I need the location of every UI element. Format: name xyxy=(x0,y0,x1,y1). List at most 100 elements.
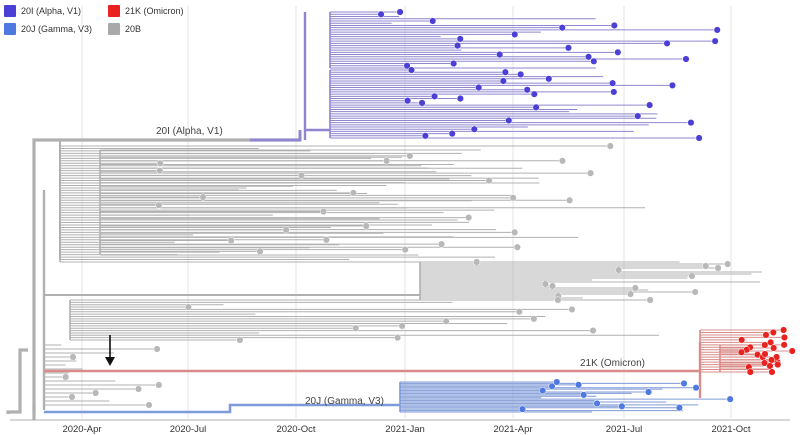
tip-node xyxy=(199,193,207,201)
tip-node xyxy=(606,142,614,150)
tip-node xyxy=(437,240,446,248)
tip-node xyxy=(511,228,519,236)
tip-node xyxy=(499,77,507,85)
tip-node xyxy=(564,44,573,52)
tip-node xyxy=(227,236,235,245)
tip-node xyxy=(523,86,531,94)
tip-node xyxy=(610,88,618,96)
tip-node xyxy=(680,379,688,387)
tip-node xyxy=(398,322,406,330)
tip-node xyxy=(634,112,642,120)
legend-swatch-20b xyxy=(108,23,120,35)
tip-node xyxy=(575,381,583,389)
tip-nodes xyxy=(62,8,796,413)
tip-node xyxy=(282,226,290,234)
tip-node xyxy=(532,103,540,111)
tip-node xyxy=(695,134,703,142)
clade-alpha-branches xyxy=(250,11,718,142)
tip-node xyxy=(403,62,411,70)
legend-label: 20B xyxy=(125,24,142,34)
tip-node xyxy=(580,391,588,399)
legend-item-alpha[interactable]: 20I (Alpha, V1) xyxy=(4,4,81,18)
tip-node xyxy=(407,66,416,74)
tip-node xyxy=(702,262,710,270)
tip-node xyxy=(465,214,473,222)
tip-node xyxy=(566,196,574,204)
tip-node xyxy=(155,201,163,209)
tip-node xyxy=(352,324,360,332)
tip-node xyxy=(322,236,330,244)
tip-node xyxy=(530,315,538,323)
legend: 20I (Alpha, V1) 20J (Gamma, V3) 21K (Omi… xyxy=(4,4,204,44)
tip-node xyxy=(691,288,699,296)
tree-branch xyxy=(250,130,302,142)
tip-node xyxy=(496,51,504,59)
tip-node xyxy=(584,53,593,61)
clade-label-gamma: 20J (Gamma, V3) xyxy=(305,396,384,407)
clade-gamma-branches xyxy=(44,381,731,414)
tip-node xyxy=(711,37,719,45)
tip-node xyxy=(646,296,654,304)
legend-label: 20J (Gamma, V3) xyxy=(21,24,93,34)
tip-node xyxy=(726,395,734,403)
tick-label: 2021-Jan xyxy=(385,424,425,435)
legend-label: 21K (Omicron) xyxy=(125,6,184,16)
tip-node xyxy=(473,258,481,266)
tip-node xyxy=(760,359,769,367)
clade-label-omicron: 21K (Omicron) xyxy=(580,358,645,369)
legend-swatch-alpha xyxy=(4,5,16,17)
tip-node xyxy=(626,290,635,298)
tip-node xyxy=(615,266,623,274)
tip-node xyxy=(568,305,576,313)
tip-node xyxy=(780,333,788,341)
tip-node xyxy=(769,328,777,337)
tip-node xyxy=(646,101,654,109)
legend-item-20b[interactable]: 20B xyxy=(108,22,141,36)
legend-label: 20I (Alpha, V1) xyxy=(21,6,82,16)
tick-label: 2020-Jul xyxy=(170,424,206,435)
tip-node xyxy=(609,79,617,87)
tip-node xyxy=(762,331,770,339)
tip-node xyxy=(614,48,622,56)
tick-label: 2020-Oct xyxy=(276,424,315,435)
clade-20b-branches xyxy=(6,138,762,420)
tip-node xyxy=(155,381,163,389)
tip-node xyxy=(788,347,796,355)
legend-item-gamma[interactable]: 20J (Gamma, V3) xyxy=(4,22,92,36)
tip-node xyxy=(349,189,357,197)
tip-node xyxy=(545,75,553,83)
tree-branch xyxy=(32,138,300,412)
tip-node xyxy=(668,81,676,89)
tip-node xyxy=(448,130,456,138)
tip-node xyxy=(450,59,458,68)
tip-node xyxy=(767,338,775,346)
legend-swatch-gamma xyxy=(4,23,16,35)
tip-node xyxy=(485,177,493,185)
tip-node xyxy=(682,55,690,63)
tip-node xyxy=(589,327,597,335)
tip-node xyxy=(554,296,562,304)
tip-node xyxy=(746,368,754,376)
clade-label-alpha: 20I (Alpha, V1) xyxy=(156,126,223,137)
tip-node xyxy=(714,264,722,272)
tip-node xyxy=(770,344,778,352)
tick-label: 2020-Apr xyxy=(62,424,101,435)
tip-node xyxy=(501,68,509,76)
tip-node xyxy=(558,24,566,32)
tip-node xyxy=(69,353,77,361)
tip-node xyxy=(593,399,601,407)
tip-node xyxy=(421,132,429,140)
tip-node xyxy=(692,384,700,392)
tip-node xyxy=(454,42,462,50)
legend-swatch-omicron xyxy=(108,5,120,17)
legend-item-omicron[interactable]: 21K (Omicron) xyxy=(108,4,184,18)
tick-label: 2021-Apr xyxy=(493,424,532,435)
tip-node xyxy=(430,92,439,100)
tip-node xyxy=(184,303,192,311)
tip-node xyxy=(62,373,70,381)
tip-node xyxy=(548,382,556,390)
tip-node xyxy=(539,387,547,395)
tip-node xyxy=(92,389,100,397)
tip-node xyxy=(517,70,525,78)
